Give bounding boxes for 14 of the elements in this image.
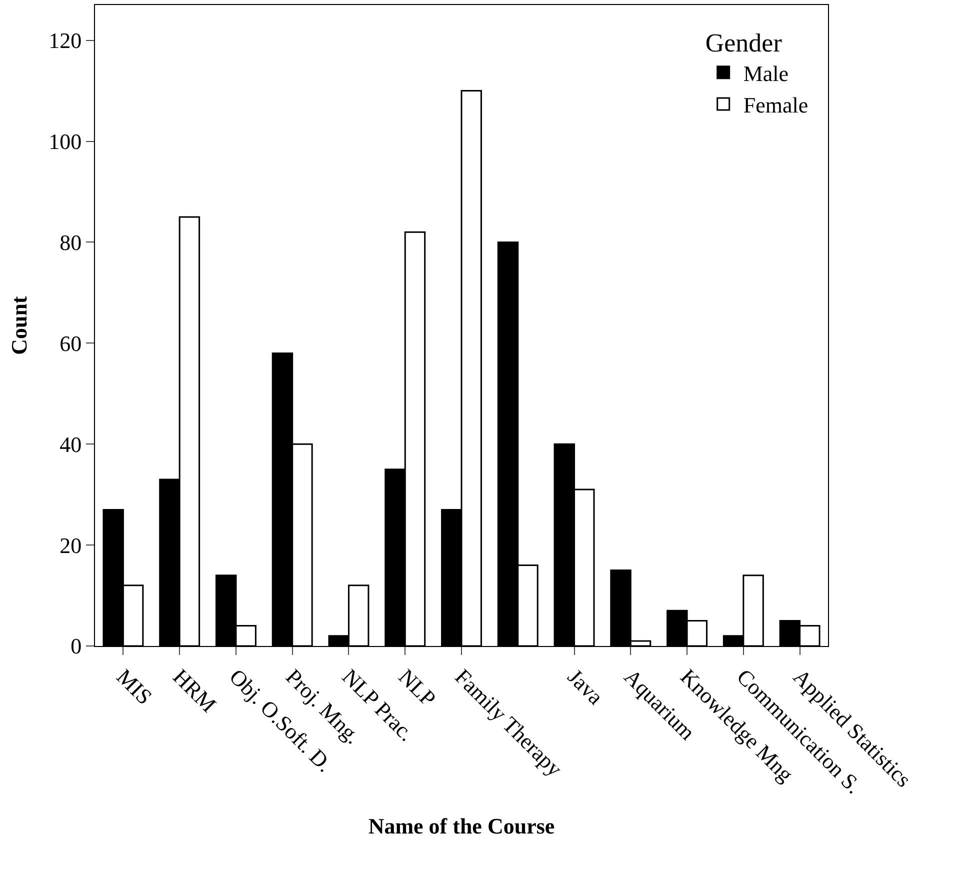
y-axis-title: Count (6, 295, 32, 355)
x-tick-label: Java (562, 664, 608, 710)
y-tick-label: 0 (70, 634, 82, 659)
y-tick-label: 100 (48, 128, 82, 154)
y-tick-label: 60 (60, 330, 82, 356)
y-tick-label: 120 (48, 28, 82, 54)
legend-title: Gender (705, 28, 782, 58)
legend-label: Female (743, 92, 808, 118)
x-tick-label: MIS (112, 664, 158, 710)
x-axis-title: Name of the Course (368, 813, 555, 838)
legend-label: Male (743, 61, 789, 86)
y-tick-label: 40 (60, 432, 82, 457)
y-tick-label: 20 (60, 532, 82, 558)
y-tick-label: 80 (60, 230, 82, 255)
